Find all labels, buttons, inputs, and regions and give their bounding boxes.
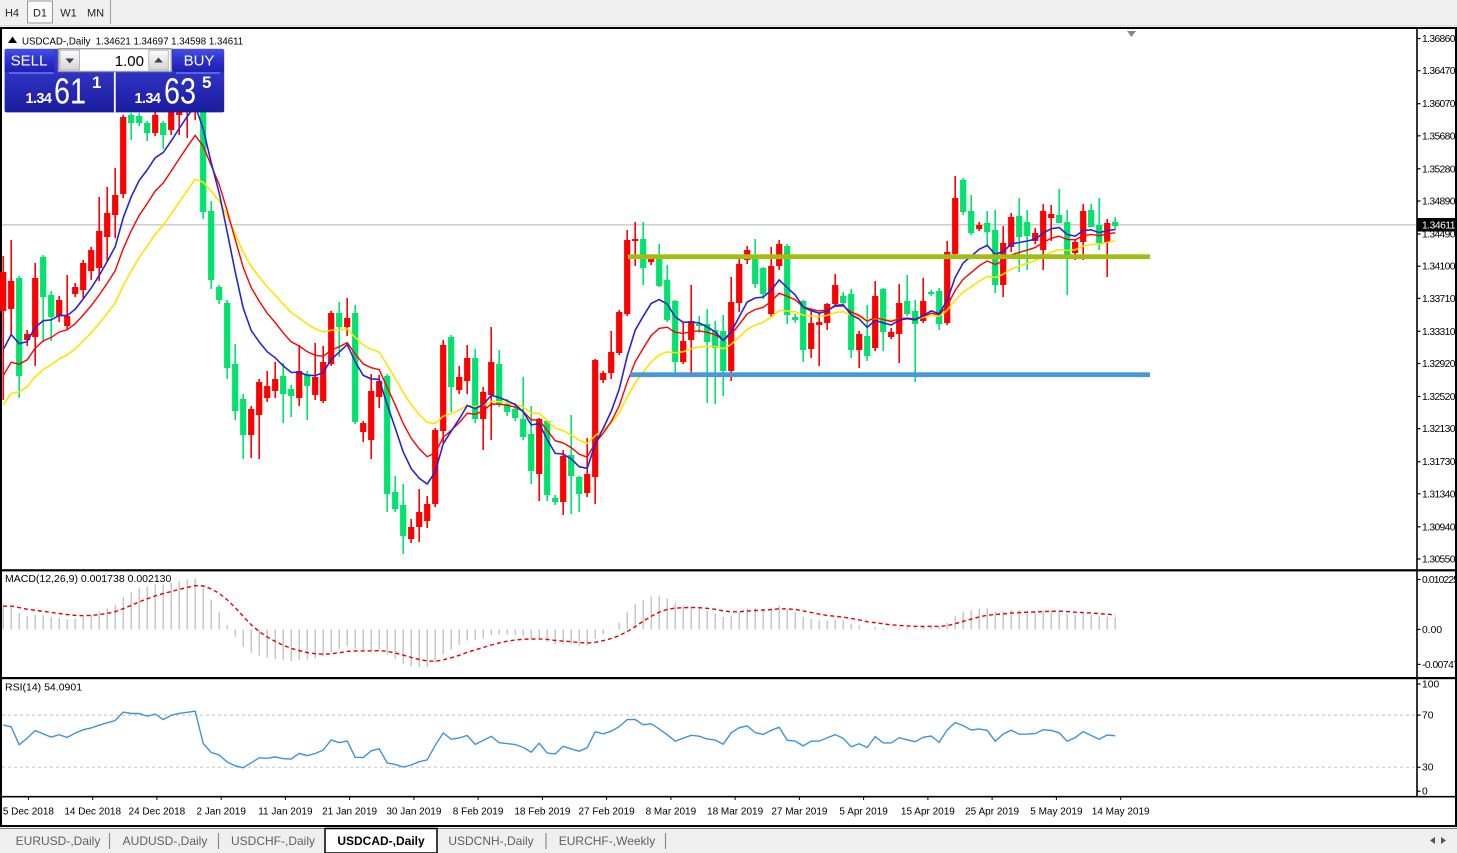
svg-text:H4: H4 — [5, 8, 19, 20]
svg-text:18 Feb 2019: 18 Feb 2019 — [514, 807, 571, 818]
svg-text:5 May 2019: 5 May 2019 — [1030, 807, 1083, 818]
svg-text:BUY: BUY — [184, 53, 215, 70]
svg-text:USDCHF-,Daily: USDCHF-,Daily — [231, 834, 315, 848]
svg-text:USDCNH-,Daily: USDCNH-,Daily — [448, 834, 533, 848]
svg-text:30: 30 — [1422, 763, 1434, 774]
svg-text:27 Mar 2019: 27 Mar 2019 — [771, 807, 828, 818]
svg-text:61: 61 — [54, 70, 86, 111]
svg-text:27 Feb 2019: 27 Feb 2019 — [579, 807, 636, 818]
svg-text:1.33310: 1.33310 — [1422, 327, 1456, 338]
svg-text:100: 100 — [1422, 680, 1439, 691]
svg-text:14 May 2019: 14 May 2019 — [1092, 807, 1150, 818]
svg-text:1.34890: 1.34890 — [1422, 197, 1456, 208]
svg-text:1.35680: 1.35680 — [1422, 131, 1456, 142]
svg-text:70: 70 — [1422, 711, 1434, 722]
svg-text:0.00: 0.00 — [1422, 625, 1442, 636]
svg-text:15 Apr 2019: 15 Apr 2019 — [901, 807, 955, 818]
svg-text:1.36470: 1.36470 — [1422, 66, 1456, 77]
svg-text:1.34611: 1.34611 — [1422, 221, 1456, 232]
svg-text:1.34: 1.34 — [135, 91, 162, 107]
svg-text:30 Jan 2019: 30 Jan 2019 — [386, 807, 441, 818]
svg-text:1.36860: 1.36860 — [1422, 34, 1456, 45]
svg-text:5: 5 — [202, 73, 211, 92]
svg-text:21 Jan 2019: 21 Jan 2019 — [322, 807, 377, 818]
svg-text:MN: MN — [87, 8, 104, 20]
svg-text:1.00: 1.00 — [115, 53, 144, 70]
svg-text:-0.00747: -0.00747 — [1422, 660, 1457, 671]
svg-text:1.33710: 1.33710 — [1422, 294, 1456, 305]
svg-text:0: 0 — [1422, 787, 1428, 798]
svg-text:USDCAD-,Daily 1.34621 1.34697: USDCAD-,Daily 1.34621 1.34697 1.34598 1.… — [22, 37, 243, 48]
svg-text:5 Apr 2019: 5 Apr 2019 — [839, 807, 888, 818]
svg-text:1.34490: 1.34490 — [1422, 230, 1456, 241]
svg-text:W1: W1 — [60, 8, 77, 20]
svg-text:14 Dec 2018: 14 Dec 2018 — [64, 807, 121, 818]
svg-text:1.32130: 1.32130 — [1422, 424, 1456, 435]
svg-text:1.32920: 1.32920 — [1422, 359, 1456, 370]
svg-text:1.30940: 1.30940 — [1422, 522, 1456, 533]
svg-text:2 Jan 2019: 2 Jan 2019 — [196, 807, 246, 818]
svg-text:1.35280: 1.35280 — [1422, 164, 1456, 175]
svg-text:1.36070: 1.36070 — [1422, 99, 1456, 110]
svg-text:RSI(14) 54.0901: RSI(14) 54.0901 — [5, 682, 82, 694]
svg-text:EURCHF-,Weekly: EURCHF-,Weekly — [559, 834, 655, 848]
svg-text:1.32520: 1.32520 — [1422, 392, 1456, 403]
svg-text:AUDUSD-,Daily: AUDUSD-,Daily — [123, 834, 208, 848]
svg-text:18 Mar 2019: 18 Mar 2019 — [707, 807, 764, 818]
svg-text:63: 63 — [164, 70, 196, 111]
svg-text:1.34: 1.34 — [26, 91, 53, 107]
svg-text:1: 1 — [92, 73, 101, 92]
svg-text:24 Dec 2018: 24 Dec 2018 — [129, 807, 186, 818]
svg-text:1.30550: 1.30550 — [1422, 555, 1456, 566]
svg-text:1.34100: 1.34100 — [1422, 262, 1456, 273]
svg-text:11 Jan 2019: 11 Jan 2019 — [258, 807, 313, 818]
svg-text:25 Apr 2019: 25 Apr 2019 — [965, 807, 1019, 818]
svg-text:EURUSD-,Daily: EURUSD-,Daily — [16, 834, 101, 848]
svg-text:8 Feb 2019: 8 Feb 2019 — [453, 807, 504, 818]
svg-text:5 Dec 2018: 5 Dec 2018 — [3, 807, 55, 818]
svg-text:1.31730: 1.31730 — [1422, 457, 1456, 468]
svg-text:USDCAD-,Daily: USDCAD-,Daily — [337, 834, 425, 848]
svg-text:MACD(12,26,9) 0.001738 0.00213: MACD(12,26,9) 0.001738 0.002130 — [5, 573, 172, 585]
svg-text:1.31340: 1.31340 — [1422, 489, 1456, 500]
svg-text:SELL: SELL — [11, 53, 48, 70]
svg-text:D1: D1 — [33, 8, 47, 20]
svg-text:0.010225: 0.010225 — [1422, 575, 1457, 586]
svg-text:8 Mar 2019: 8 Mar 2019 — [646, 807, 697, 818]
